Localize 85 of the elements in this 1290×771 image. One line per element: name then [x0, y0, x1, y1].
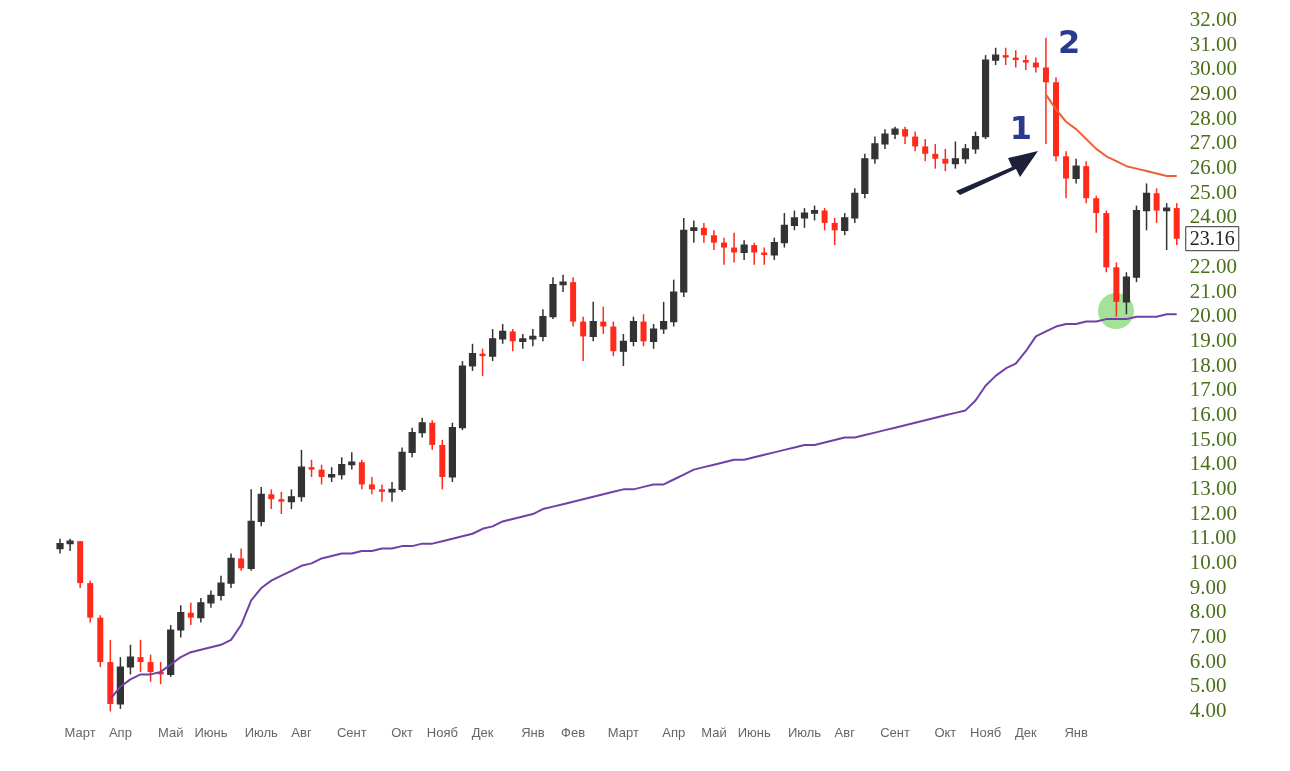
y-tick-label: 30.00: [1189, 56, 1237, 81]
candlestick: [378, 483, 385, 503]
y-tick-label: 27.00: [1189, 130, 1237, 155]
y-tick-label: 28.00: [1189, 105, 1237, 130]
candlestick: [700, 222, 707, 244]
y-tick-label: 26.00: [1189, 155, 1237, 180]
x-tick-label: Нояб: [970, 724, 1002, 740]
candlestick: [1042, 37, 1049, 145]
annotation: 1: [1009, 109, 1032, 148]
candlestick: [640, 313, 647, 348]
x-tick-label: Янв: [1064, 724, 1088, 740]
y-tick-label: 13.00: [1189, 475, 1237, 500]
candlestick: [368, 476, 375, 496]
x-tick-label: Май: [701, 724, 727, 740]
x-tick-label: Окт: [934, 724, 957, 740]
x-tick-label: Март: [64, 724, 96, 740]
x-tick-label: Март: [607, 724, 639, 740]
y-tick-label: 19.00: [1189, 327, 1237, 352]
candlestick: [278, 491, 285, 515]
candlestick: [922, 138, 929, 162]
y-tick-label: 22.00: [1189, 253, 1237, 278]
y-tick-label: 25.00: [1189, 179, 1237, 204]
y-tick-label: 32.00: [1189, 7, 1237, 32]
y-tick-label: 8.00: [1189, 599, 1227, 624]
x-tick-label: Июнь: [737, 724, 771, 740]
candlestick: [1022, 54, 1029, 71]
candlestick: [721, 236, 728, 266]
y-tick-label: 29.00: [1189, 81, 1237, 106]
candlestick: [429, 419, 436, 451]
x-tick-label: Апр: [662, 724, 686, 740]
candlestick: [600, 306, 607, 335]
y-tick-label: 18.00: [1189, 352, 1237, 377]
candlestick: [187, 602, 194, 626]
candlestick: [137, 639, 144, 673]
y-tick-label: 9.00: [1189, 574, 1227, 599]
y-tick-label: 16.00: [1189, 401, 1237, 426]
x-tick-label: Июнь: [194, 724, 228, 740]
candlestick: [1093, 195, 1100, 234]
candlestick: [942, 148, 949, 172]
y-tick-label: 14.00: [1189, 451, 1237, 476]
candlestick: [1063, 150, 1070, 199]
x-tick-label: Май: [157, 724, 184, 740]
x-tick-label: Нояб: [426, 724, 458, 740]
y-tick-label: 6.00: [1189, 648, 1227, 673]
annotation: 2: [1057, 23, 1081, 62]
candlestick: [821, 207, 828, 232]
y-tick-label: 31.00: [1189, 31, 1237, 56]
x-tick-label: Июль: [787, 724, 822, 740]
candlestick: [509, 328, 516, 352]
candlestick: [710, 229, 717, 251]
candlestick: [318, 463, 325, 486]
y-tick-label: 11.00: [1189, 525, 1237, 550]
y-tick-label: 7.00: [1189, 623, 1227, 648]
candlestick: [268, 488, 275, 510]
candlestick: [932, 143, 939, 170]
x-tick-label: Фев: [561, 724, 586, 740]
candlestick: [731, 232, 738, 264]
candlestick: [751, 241, 758, 266]
x-tick-label: Янв: [521, 724, 545, 740]
x-tick-label: Сент: [880, 724, 910, 740]
x-tick-label: Сент: [336, 724, 367, 740]
y-tick-label: 21.00: [1189, 278, 1237, 303]
candlestick: [831, 217, 838, 246]
x-tick-label: Дек: [471, 724, 494, 740]
y-tick-label: 4.00: [1189, 697, 1227, 722]
x-tick-label: Авг: [834, 724, 856, 740]
x-tick-label: Окт: [391, 724, 414, 740]
text: 23.16: [1189, 226, 1235, 249]
candlestick: [912, 130, 919, 153]
candlestick: [1153, 187, 1160, 224]
candlestick: [147, 653, 154, 683]
y-tick-label: 12.00: [1189, 500, 1237, 525]
candlestick: [358, 459, 365, 491]
y-tick-label: 15.00: [1189, 426, 1237, 451]
candlestick: [580, 315, 587, 362]
x-tick-label: Июль: [244, 724, 279, 740]
y-tick-label: 20.00: [1189, 303, 1237, 328]
x-tick-label: Апр: [108, 724, 132, 740]
y-tick-label: 17.00: [1189, 377, 1237, 402]
y-tick-label: 10.00: [1189, 549, 1237, 574]
candlestick: [238, 547, 245, 572]
x-tick-label: Авг: [291, 724, 312, 740]
y-tick-label: 5.00: [1189, 673, 1227, 698]
y-tick-label: 24.00: [1189, 204, 1237, 229]
x-tick-label: Дек: [1014, 724, 1037, 740]
